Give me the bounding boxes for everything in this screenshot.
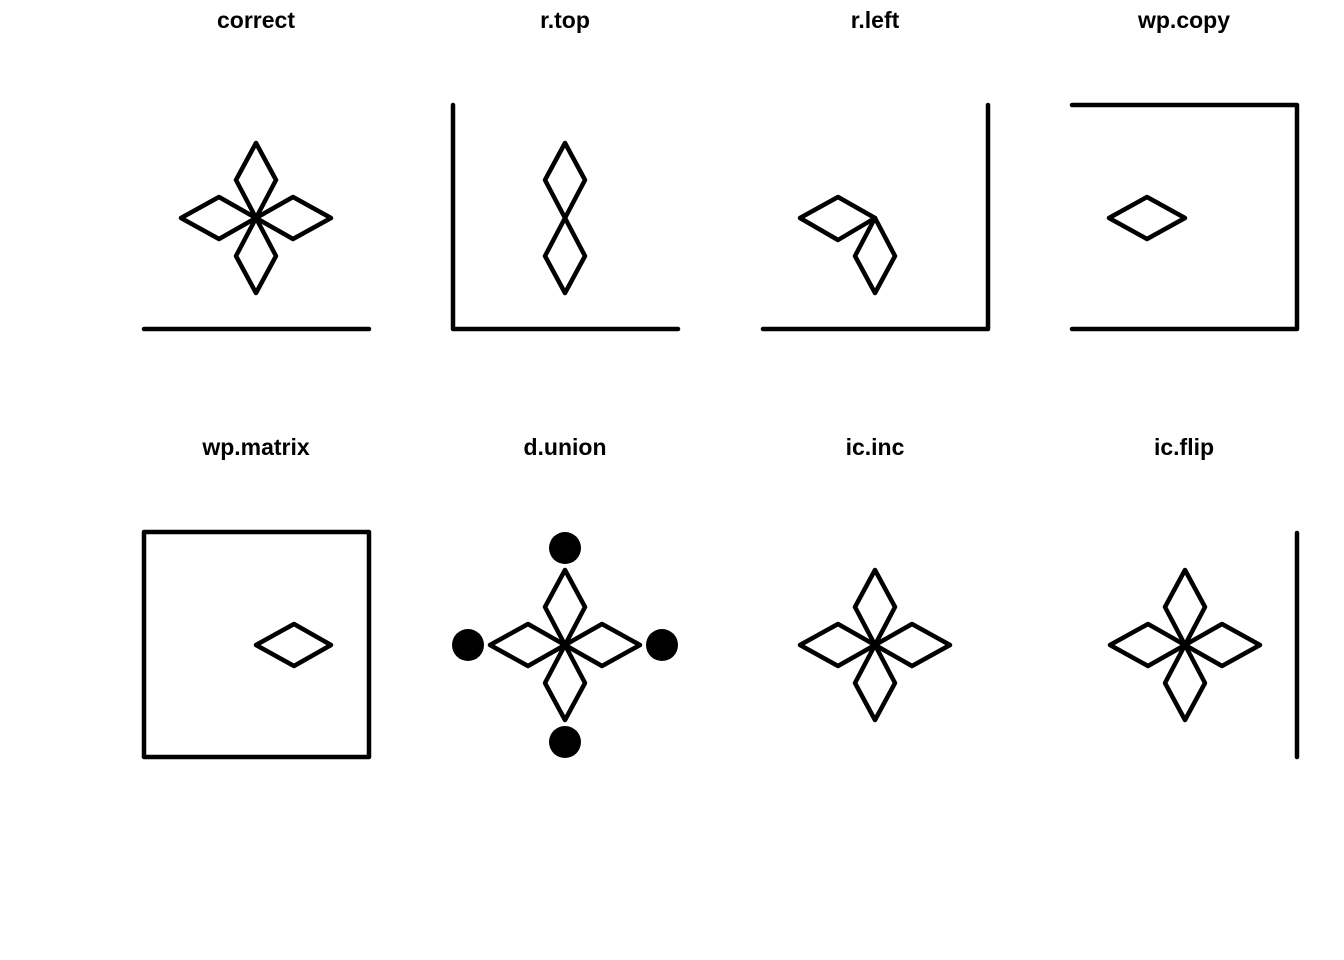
panel-wp-matrix: wp.matrix <box>141 434 372 760</box>
petal-top <box>542 140 588 221</box>
panel-title-wp-matrix: wp.matrix <box>201 434 310 460</box>
panel-title-wp-copy: wp.copy <box>1137 7 1230 33</box>
frame-box <box>141 529 372 760</box>
panel-title-correct: correct <box>217 7 295 33</box>
petal-bottom <box>542 215 588 296</box>
four-petal-star <box>178 140 334 296</box>
petal-right <box>562 621 643 669</box>
four-petal-star <box>797 567 953 723</box>
petal-bottom <box>542 642 588 723</box>
small-diamond <box>253 621 334 669</box>
petal-up-left <box>797 194 878 243</box>
petal-right <box>872 621 953 669</box>
dot-bottom <box>549 726 581 758</box>
petal-down-right <box>852 215 898 296</box>
petal-left <box>178 194 259 242</box>
petal-top <box>852 567 898 648</box>
small-diamond <box>1106 194 1188 242</box>
petal-left <box>797 621 878 669</box>
petal-left <box>487 621 568 669</box>
panel-d-union: d.union <box>452 434 678 758</box>
dot-top <box>549 532 581 564</box>
panel-title-ic-flip: ic.flip <box>1154 434 1214 460</box>
dot-right <box>646 629 678 661</box>
panel-title-d-union: d.union <box>523 434 606 460</box>
four-petal-star <box>487 567 643 723</box>
panel-ic-flip: ic.flip <box>1107 434 1300 760</box>
frame-open-left <box>1069 102 1300 332</box>
petal-top <box>233 140 279 221</box>
petal-right <box>1182 621 1263 669</box>
petal-bottom <box>1162 642 1208 723</box>
panel-title-r-left: r.left <box>851 7 900 33</box>
petal-bottom <box>852 642 898 723</box>
panel-r-top: r.top <box>450 7 681 332</box>
panel-title-ic-inc: ic.inc <box>846 434 905 460</box>
petal-left <box>1107 621 1188 669</box>
petal-right <box>253 194 334 242</box>
panel-r-left: r.left <box>760 7 991 332</box>
frame-corner-bottom-right <box>760 102 991 332</box>
petal-bottom <box>233 215 279 296</box>
panel-ic-inc: ic.inc <box>797 434 953 723</box>
four-petal-star <box>1107 567 1263 723</box>
petal-top <box>542 567 588 648</box>
frame-corner-bottom-left <box>450 102 681 332</box>
dot-left <box>452 629 484 661</box>
petal-top <box>1162 567 1208 648</box>
panel-correct: correct <box>141 7 372 332</box>
panel-title-r-top: r.top <box>540 7 590 33</box>
panel-wp-copy: wp.copy <box>1069 7 1300 332</box>
